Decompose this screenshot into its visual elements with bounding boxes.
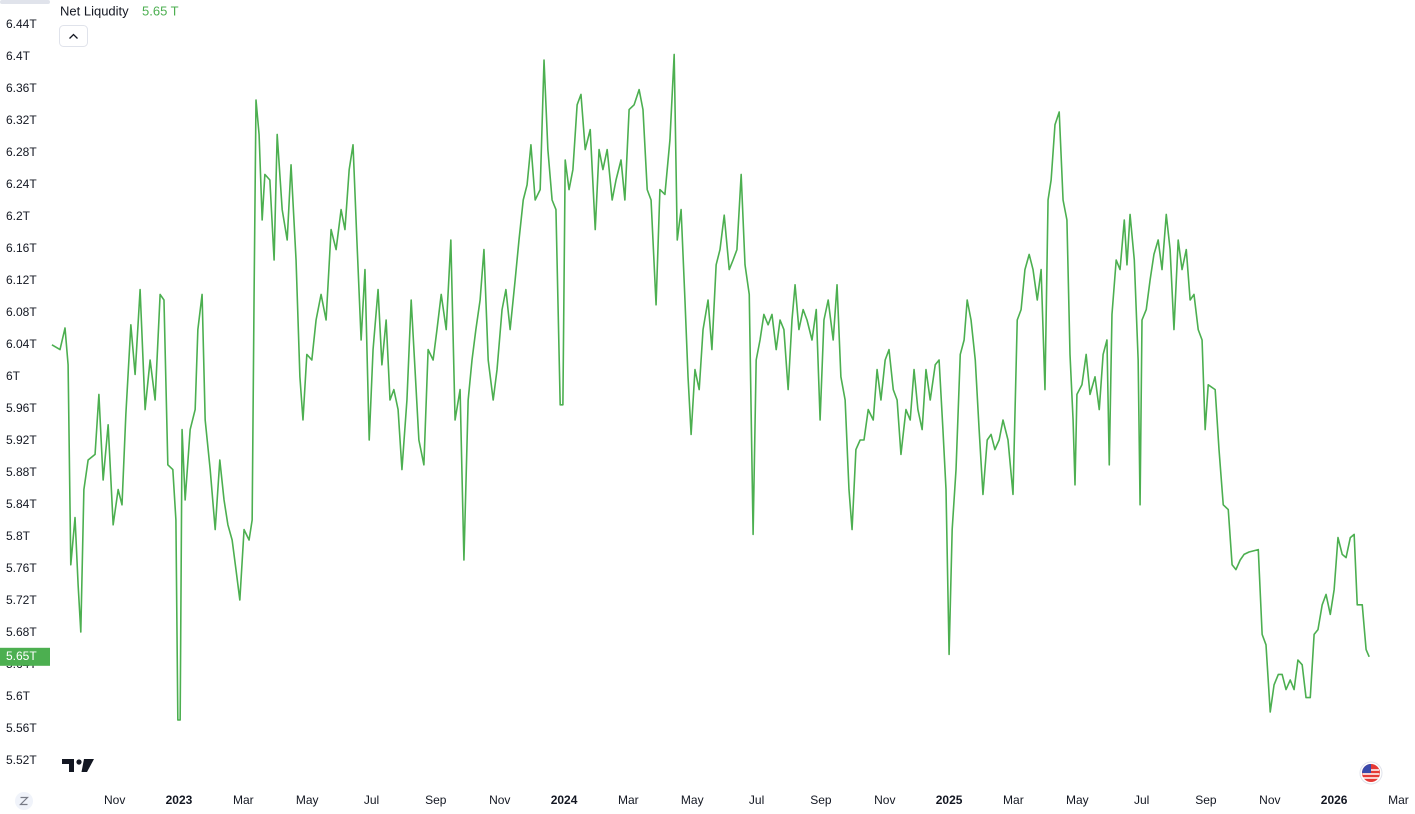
x-tick-label: Jul: [749, 793, 764, 807]
y-tick-label: 6.44T: [6, 17, 37, 31]
collapse-button-box[interactable]: [59, 25, 88, 47]
price-tag-label: 5.65T: [6, 649, 37, 663]
x-tick-label: Sep: [1195, 793, 1217, 807]
y-tick-label: 5.76T: [6, 561, 37, 575]
y-tick-label: 6.28T: [6, 145, 37, 159]
y-tick-label: 5.72T: [6, 593, 37, 607]
y-tick-label: 5.56T: [6, 721, 37, 735]
y-tick-label: 6.2T: [6, 209, 31, 223]
x-tick-label: Sep: [810, 793, 832, 807]
x-tick-label: May: [1066, 793, 1089, 807]
flag-icon[interactable]: [1359, 761, 1383, 785]
x-tick-label: 2023: [166, 793, 193, 807]
y-tick-label: 6.24T: [6, 177, 37, 191]
x-tick-label: Nov: [104, 793, 125, 807]
collapse-button[interactable]: [59, 25, 88, 47]
x-tick-label: Nov: [874, 793, 895, 807]
collapse-icon[interactable]: [69, 33, 78, 39]
x-tick-label: Mar: [1388, 793, 1409, 807]
price-tag: [0, 647, 50, 666]
x-tick-label: Mar: [618, 793, 639, 807]
y-tick-label: 6.32T: [6, 113, 37, 127]
series-name: Net Liqudity: [60, 3, 129, 18]
y-tick-label: 5.52T: [6, 753, 37, 767]
y-tick-label: 6.08T: [6, 305, 37, 319]
y-tick-label: 6.04T: [6, 337, 37, 351]
timezone-button[interactable]: [15, 792, 33, 810]
y-tick-label: 6T: [6, 369, 21, 383]
y-tick-label: 5.96T: [6, 401, 37, 415]
x-tick-label: 2025: [936, 793, 963, 807]
legend-value: 5.65 T: [142, 3, 179, 18]
y-tick-label: 5.92T: [6, 433, 37, 447]
x-tick-label: Nov: [1259, 793, 1280, 807]
y-tick-label: 5.68T: [6, 625, 37, 639]
y-tick-label: 6.12T: [6, 273, 37, 287]
y-tick-label: 6.4T: [6, 49, 31, 63]
plot-area: [51, 53, 1370, 721]
y-tick-label: 5.8T: [6, 529, 31, 543]
y-tick-label: 5.84T: [6, 497, 37, 511]
flag-canton[interactable]: [1362, 764, 1371, 773]
y-tick-label: 6.16T: [6, 241, 37, 255]
x-tick-label: 2026: [1321, 793, 1348, 807]
x-tick-label: Mar: [1003, 793, 1024, 807]
x-tick-label: Mar: [233, 793, 254, 807]
x-tick-label: May: [681, 793, 704, 807]
timezone-icon[interactable]: [19, 796, 29, 806]
top-edge: [0, 0, 50, 4]
x-tick-label: Nov: [489, 793, 510, 807]
y-tick-label: 6.36T: [6, 81, 37, 95]
x-tick-label: Jul: [1134, 793, 1149, 807]
logo-part[interactable]: [62, 759, 74, 772]
tradingview-logo[interactable]: [62, 759, 94, 772]
y-tick-label: 5.88T: [6, 465, 37, 479]
x-tick-label: 2024: [551, 793, 578, 807]
logo-part[interactable]: [76, 759, 82, 765]
logo-part[interactable]: [81, 759, 95, 772]
x-tick-label: May: [296, 793, 319, 807]
series-line: [51, 53, 1370, 721]
x-tick-label: Jul: [364, 793, 379, 807]
y-tick-label: 5.6T: [6, 689, 31, 703]
x-tick-label: Sep: [425, 793, 447, 807]
